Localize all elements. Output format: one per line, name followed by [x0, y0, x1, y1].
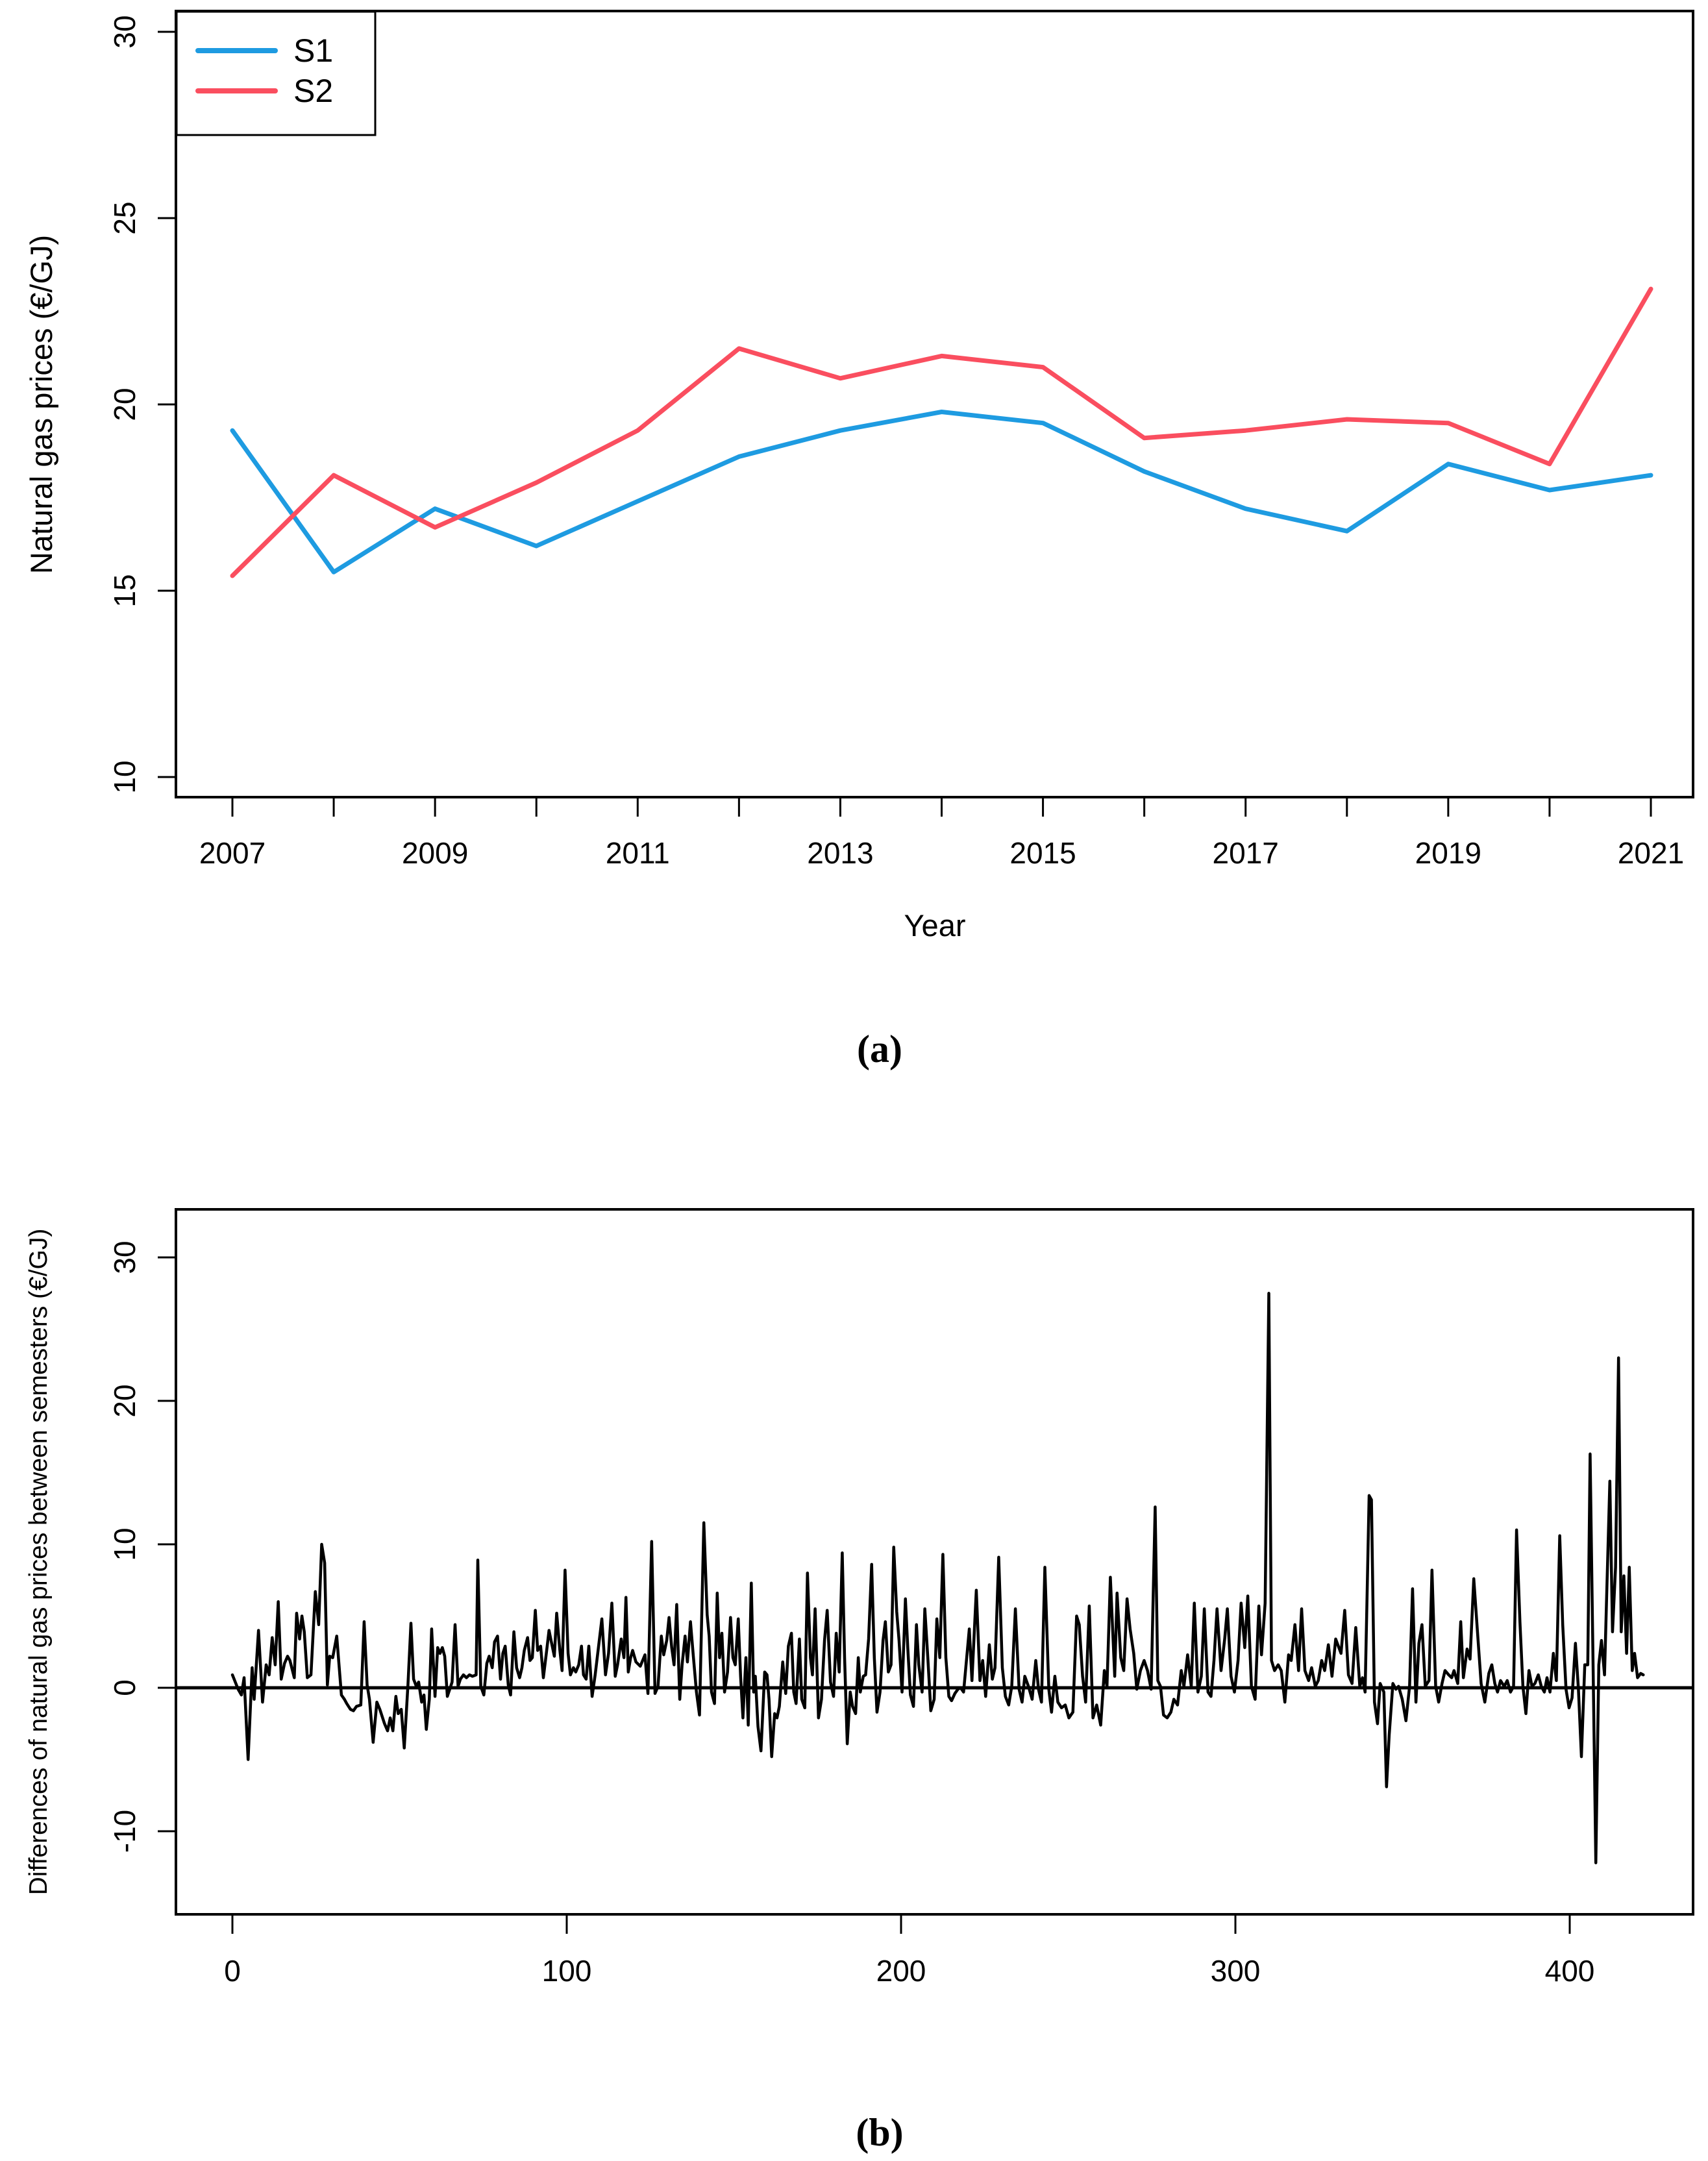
x-tick-label: 2011 — [606, 836, 670, 870]
x-tick-label: 100 — [542, 1954, 592, 1988]
x-tick-label: 2009 — [402, 836, 468, 870]
y-tick-label: -10 — [108, 1810, 142, 1853]
caption-b: (b) — [856, 2111, 903, 2154]
y-tick-label: 10 — [108, 1527, 142, 1561]
x-tick-label: 300 — [1211, 1954, 1261, 1988]
y-tick-label: 15 — [108, 574, 142, 607]
caption-a: (a) — [857, 1028, 902, 1070]
x-tick-label: 200 — [876, 1954, 926, 1988]
plot-border — [175, 10, 1694, 798]
x-tick-label: 0 — [224, 1954, 241, 1988]
x-tick-label: 2021 — [1618, 836, 1684, 870]
y-tick-label: 20 — [108, 388, 142, 421]
y-tick-label: 30 — [108, 15, 142, 48]
y-tick-label: 20 — [108, 1384, 142, 1417]
diff-line — [230, 1292, 1645, 1864]
legend-box — [175, 10, 377, 136]
x-axis-label-a: Year — [904, 908, 966, 943]
x-tick-label: 2019 — [1415, 836, 1481, 870]
y-tick-label: 30 — [108, 1241, 142, 1274]
x-tick-label: 2015 — [1009, 836, 1076, 870]
legend: S1 S2 — [175, 10, 377, 136]
x-tick-label: 2017 — [1213, 836, 1279, 870]
plot-border — [175, 1208, 1694, 1916]
x-tick-label: 2013 — [807, 836, 873, 870]
y-axis-label-b: Differences of natural gas prices betwee… — [25, 1229, 53, 1896]
y-tick-label: 10 — [108, 760, 142, 793]
x-tick-label: 2007 — [199, 836, 266, 870]
y-tick-label: 25 — [108, 201, 142, 234]
legend-s1-label: S1 — [293, 32, 333, 69]
s1-line — [230, 410, 1653, 574]
legend-s2-label: S2 — [293, 73, 333, 109]
x-tick-label: 400 — [1545, 1954, 1595, 1988]
y-tick-label: 0 — [108, 1679, 142, 1696]
price-chart-plot: 10 15 20 25 30 2007 2009 2011 2013 2015 2017 2019 20… — [108, 10, 1694, 870]
y-axis-label-a: Natural gas prices (€/GJ) — [24, 235, 58, 574]
s2-line — [230, 286, 1653, 578]
